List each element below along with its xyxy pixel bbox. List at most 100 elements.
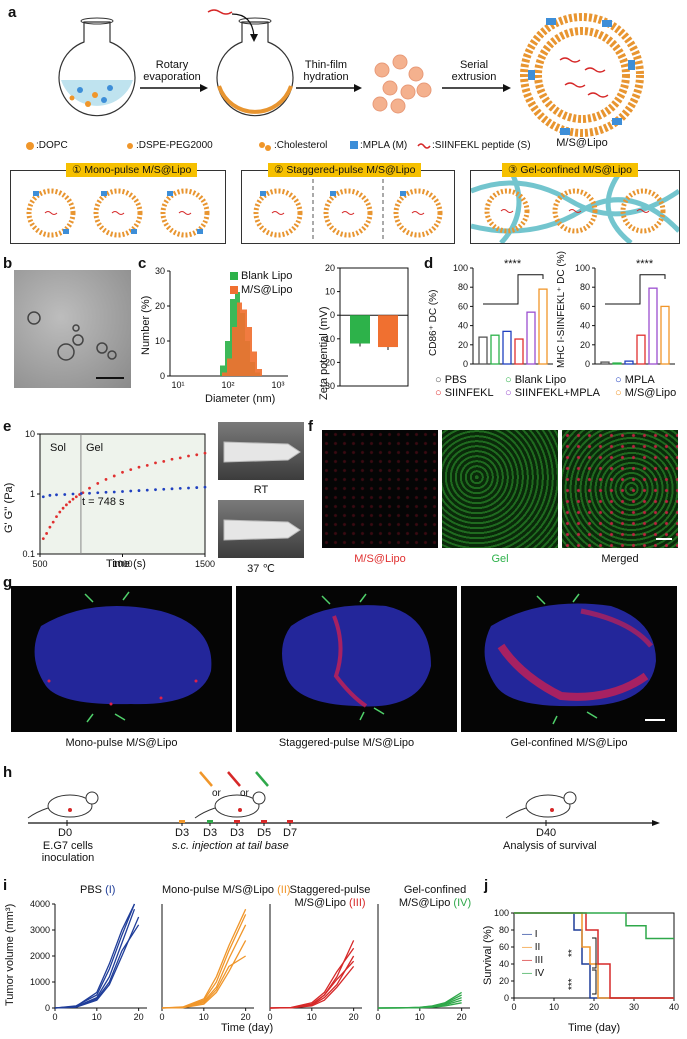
j-legend-1: — I bbox=[522, 929, 538, 940]
h-day-d3a: D3 bbox=[175, 827, 190, 839]
i-title-2: Mono-pulse M/S@Lipo (II) bbox=[162, 884, 291, 896]
e-gel-label: Gel bbox=[86, 442, 104, 454]
g-double-prime-point bbox=[187, 486, 190, 490]
y-tick-label: -10 bbox=[322, 334, 335, 344]
mode-box-staggered bbox=[241, 170, 455, 244]
x-tick-label: 10³ bbox=[271, 380, 284, 390]
c-legend-ms: M/S@Lipo bbox=[241, 284, 293, 296]
d-ylabel-1: CD86⁺ DC (%) bbox=[428, 289, 439, 356]
zeta-bar bbox=[378, 315, 398, 348]
d-bar bbox=[502, 330, 512, 365]
zeta-frame bbox=[339, 267, 409, 387]
j-ylabel: Survival (%) bbox=[482, 925, 494, 985]
g-image-gel bbox=[461, 586, 677, 732]
y-tick-label: 10 bbox=[155, 336, 165, 346]
y-tick-label: 100 bbox=[494, 908, 509, 918]
panel-label-a: a bbox=[8, 4, 17, 21]
y-tick-label: 40 bbox=[458, 321, 468, 331]
g-double-prime-point bbox=[112, 490, 116, 494]
d-legend-pbs: ○ PBS bbox=[435, 374, 467, 386]
step-rotary-evaporation: Rotary evaporation bbox=[143, 59, 201, 83]
g-double-prime-point bbox=[79, 492, 83, 495]
c-legend-blank-swatch bbox=[230, 272, 238, 280]
x-tick-label: 500 bbox=[32, 559, 47, 569]
h-or-2: or bbox=[240, 788, 249, 799]
j-sig-1: ** bbox=[567, 949, 578, 957]
y-tick-label: 60 bbox=[580, 301, 590, 311]
d-sig-bracket bbox=[605, 274, 666, 305]
y-tick-label: 100 bbox=[575, 263, 590, 273]
mpla-icon bbox=[350, 141, 358, 149]
h-day-d7: D7 bbox=[283, 827, 298, 839]
size-histogram: 0 10 20 30 10¹ 10² 10³ bbox=[155, 266, 288, 390]
x-tick-label: 10¹ bbox=[171, 380, 184, 390]
e-sol-label: Sol bbox=[50, 442, 66, 454]
d-bar bbox=[514, 338, 524, 365]
hist-bar-m-s-lipo bbox=[242, 309, 247, 376]
x-tick-label: 20 bbox=[589, 1002, 599, 1012]
mouse-icon-d40 bbox=[505, 791, 577, 819]
liposome-icon bbox=[520, 13, 644, 137]
flask-1-icon bbox=[58, 17, 136, 117]
h-day-d5: D5 bbox=[257, 827, 272, 839]
g-prime-point bbox=[88, 486, 91, 490]
hist-bar-m-s-lipo bbox=[237, 302, 242, 376]
j-sig-2: *** bbox=[567, 978, 578, 990]
cd86-chart: 0 20 40 60 80 100 bbox=[453, 263, 553, 369]
y-tick-label: 20 bbox=[155, 301, 165, 311]
f-image-merged bbox=[562, 430, 678, 548]
h-day-d3b: D3 bbox=[203, 827, 218, 839]
g-double-prime-point bbox=[178, 486, 182, 490]
x-tick-label: 20 bbox=[134, 1012, 144, 1022]
mhc-chart: 0 20 40 60 80 100 bbox=[575, 263, 675, 369]
x-tick-label: 1000 bbox=[112, 559, 132, 569]
hist-bar-m-s-lipo bbox=[227, 358, 232, 376]
x-tick-label: 10 bbox=[415, 1012, 425, 1022]
hist-bar-m-s-lipo bbox=[222, 372, 227, 376]
e-photo-rt bbox=[218, 422, 304, 480]
y-tick-label: 100 bbox=[453, 263, 468, 273]
hist-bar-m-s-lipo bbox=[247, 327, 252, 376]
c-ylabel: Number (%) bbox=[140, 295, 152, 355]
mode-box-mono bbox=[10, 170, 226, 244]
h-d40-text: Analysis of survival bbox=[503, 840, 597, 852]
g-prime-point bbox=[154, 461, 157, 465]
e-photo-37 bbox=[218, 500, 304, 558]
y-tick-label: 20 bbox=[580, 340, 590, 350]
vesicles-icon bbox=[372, 54, 432, 114]
panel-j-chart: 0 20 40 60 80 100 0 10 20 30 40 bbox=[494, 908, 679, 1012]
peptide-icon bbox=[417, 143, 431, 149]
d-bar bbox=[648, 287, 658, 365]
x-tick-label: 30 bbox=[629, 1002, 639, 1012]
d-legend-siinfekl-mpla: ○ SIINFEKL+MPLA bbox=[505, 387, 601, 399]
g-double-prime-point bbox=[145, 488, 149, 492]
y-tick-label: 80 bbox=[499, 925, 509, 935]
x-tick-label: 40 bbox=[669, 1002, 679, 1012]
g-image-mono bbox=[11, 586, 232, 732]
x-tick-label: 20 bbox=[457, 1012, 467, 1022]
y-tick-label: 10 bbox=[25, 429, 35, 439]
zeta-bar bbox=[350, 315, 370, 344]
g-prime-point bbox=[104, 478, 108, 481]
tumor-curve-III bbox=[269, 965, 355, 1009]
g-prime-point bbox=[203, 451, 207, 455]
g-double-prime-point bbox=[137, 489, 141, 492]
survival-curve-II bbox=[514, 912, 674, 999]
d-bar bbox=[478, 336, 488, 365]
j-xlabel: Time (day) bbox=[568, 1022, 621, 1034]
y-tick-label: 0 bbox=[504, 993, 509, 1003]
g-double-prime-point bbox=[41, 495, 45, 499]
y-tick-label: 2000 bbox=[30, 951, 50, 961]
y-tick-label: 20 bbox=[458, 340, 468, 350]
d-sig-1: **** bbox=[504, 258, 522, 270]
e-frame bbox=[39, 433, 206, 555]
f-image-ms bbox=[322, 430, 438, 548]
i-xlabel: Time (day) bbox=[221, 1022, 274, 1034]
g-prime-point bbox=[129, 468, 133, 472]
panel-label-b: b bbox=[3, 255, 13, 272]
i-title-4: Gel-confined M/S@Lipo (IV) bbox=[398, 884, 472, 909]
tumor-curve-I bbox=[54, 924, 140, 1009]
g-image-staggered bbox=[236, 586, 457, 732]
legend-cholesterol: :Cholesterol bbox=[274, 140, 328, 151]
x-tick-label: 20 bbox=[241, 1012, 251, 1022]
